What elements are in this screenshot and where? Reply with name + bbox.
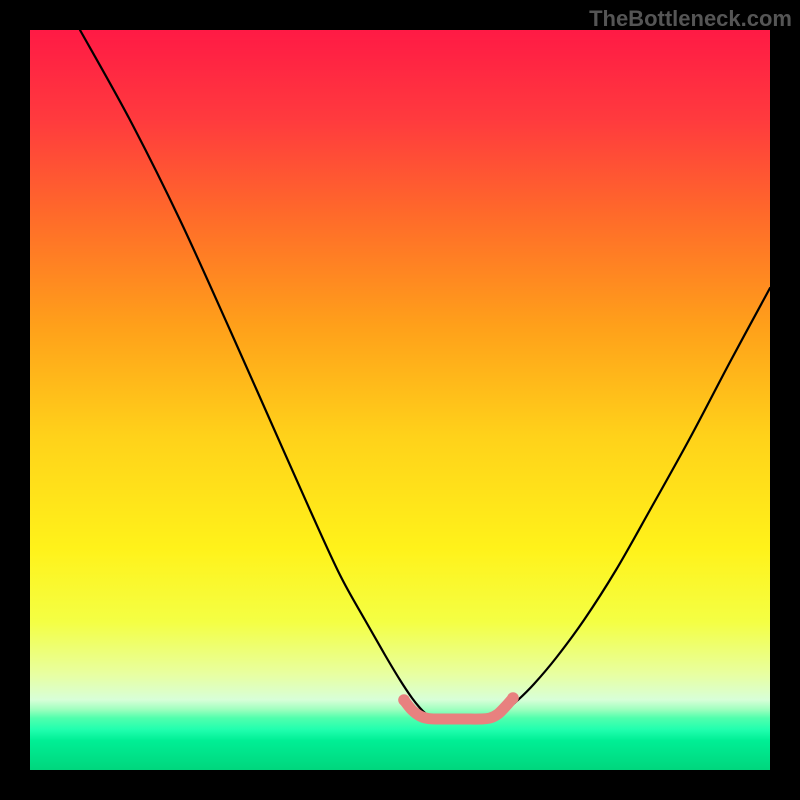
- valley-accent-endpoint: [398, 694, 410, 706]
- chart-svg: [0, 0, 800, 800]
- chart-frame: TheBottleneck.com: [0, 0, 800, 800]
- valley-accent-endpoint: [507, 692, 519, 704]
- watermark-text: TheBottleneck.com: [589, 6, 792, 32]
